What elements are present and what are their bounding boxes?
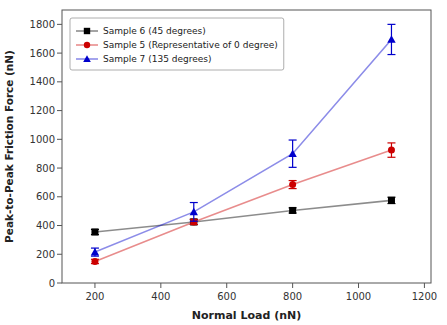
error-cap	[289, 188, 297, 189]
y-tick-label: 1200	[30, 105, 55, 116]
error-bar	[289, 140, 297, 167]
legend-label: Sample 6 (45 degrees)	[103, 26, 206, 36]
legend-marker	[83, 55, 91, 62]
legend-marker	[84, 42, 90, 48]
y-tick-label: 800	[36, 163, 55, 174]
x-axis-label: Normal Load (nN)	[192, 309, 301, 322]
y-tick-label: 0	[49, 278, 55, 289]
y-tick	[57, 139, 62, 140]
error-cap	[387, 157, 395, 158]
series-line	[95, 150, 392, 261]
x-tick	[424, 283, 425, 288]
x-tick-label: 400	[151, 291, 170, 302]
legend-marker	[84, 28, 90, 34]
legend: Sample 6 (45 degrees) Sample 5 (Represent…	[70, 18, 284, 70]
point	[288, 149, 296, 157]
y-tick	[57, 168, 62, 169]
error-cap	[91, 256, 99, 257]
point	[388, 147, 395, 154]
error-cap	[289, 139, 297, 140]
error-cap	[190, 202, 198, 203]
y-tick	[57, 225, 62, 226]
point	[387, 35, 395, 43]
error-cap	[289, 167, 297, 168]
x-tick-label: 200	[85, 291, 104, 302]
legend-item: Sample 6 (45 degrees)	[76, 26, 206, 36]
x-tick-label: 600	[217, 291, 236, 302]
chart: 200 400 600 800 1000 1200 0 200 400 600 800 1000 120…	[0, 0, 447, 325]
point	[91, 248, 99, 256]
y-tick	[57, 196, 62, 197]
x-tick	[94, 283, 95, 288]
y-tick-label: 1400	[30, 76, 55, 87]
error-cap	[387, 54, 395, 55]
point	[190, 208, 198, 216]
x-tick	[160, 283, 161, 288]
point	[91, 258, 98, 265]
error-bar	[387, 143, 395, 157]
error-bar	[289, 181, 297, 189]
y-tick-label: 400	[36, 220, 55, 231]
x-tick-label: 800	[283, 291, 302, 302]
plot-frame	[62, 10, 431, 283]
legend-label: Sample 7 (135 degrees)	[103, 54, 211, 64]
lines	[95, 39, 392, 261]
error-bar	[190, 203, 198, 222]
x-tick	[358, 283, 359, 288]
y-tick-label: 600	[36, 191, 55, 202]
y-tick	[57, 254, 62, 255]
series-line	[95, 39, 392, 252]
y-tick	[57, 110, 62, 111]
y-tick	[57, 24, 62, 25]
error-cap	[289, 180, 297, 181]
x-tick-label: 1200	[412, 291, 437, 302]
point	[289, 181, 296, 188]
y-tick-label: 200	[36, 249, 55, 260]
y-tick-label: 1600	[30, 48, 55, 59]
error-cap	[387, 142, 395, 143]
legend-label: Sample 5 (Representative of 0 degree)	[103, 40, 278, 50]
legend-item: Sample 7 (135 degrees)	[76, 54, 211, 64]
point	[289, 207, 296, 214]
legend-box	[70, 18, 284, 70]
y-tick	[57, 81, 62, 82]
y-axis-label: Peak-to-Peak Friction Force (nN)	[3, 50, 15, 243]
x-tick-label: 1000	[346, 291, 371, 302]
error-bar	[387, 197, 395, 203]
error-bar	[91, 229, 99, 234]
y-tick	[57, 53, 62, 54]
error-bar	[91, 248, 99, 256]
legend-item: Sample 5 (Representative of 0 degree)	[76, 40, 278, 50]
series-line	[95, 200, 392, 232]
error-bar	[387, 24, 395, 54]
y-tick-label: 1800	[30, 19, 55, 30]
point	[91, 228, 98, 235]
y-tick	[57, 283, 62, 284]
error-bar	[289, 208, 297, 213]
error-cap	[190, 221, 198, 222]
x-tick	[226, 283, 227, 288]
error-cap	[387, 24, 395, 25]
y-tick-label: 1000	[30, 134, 55, 145]
point	[388, 197, 395, 204]
x-tick	[292, 283, 293, 288]
